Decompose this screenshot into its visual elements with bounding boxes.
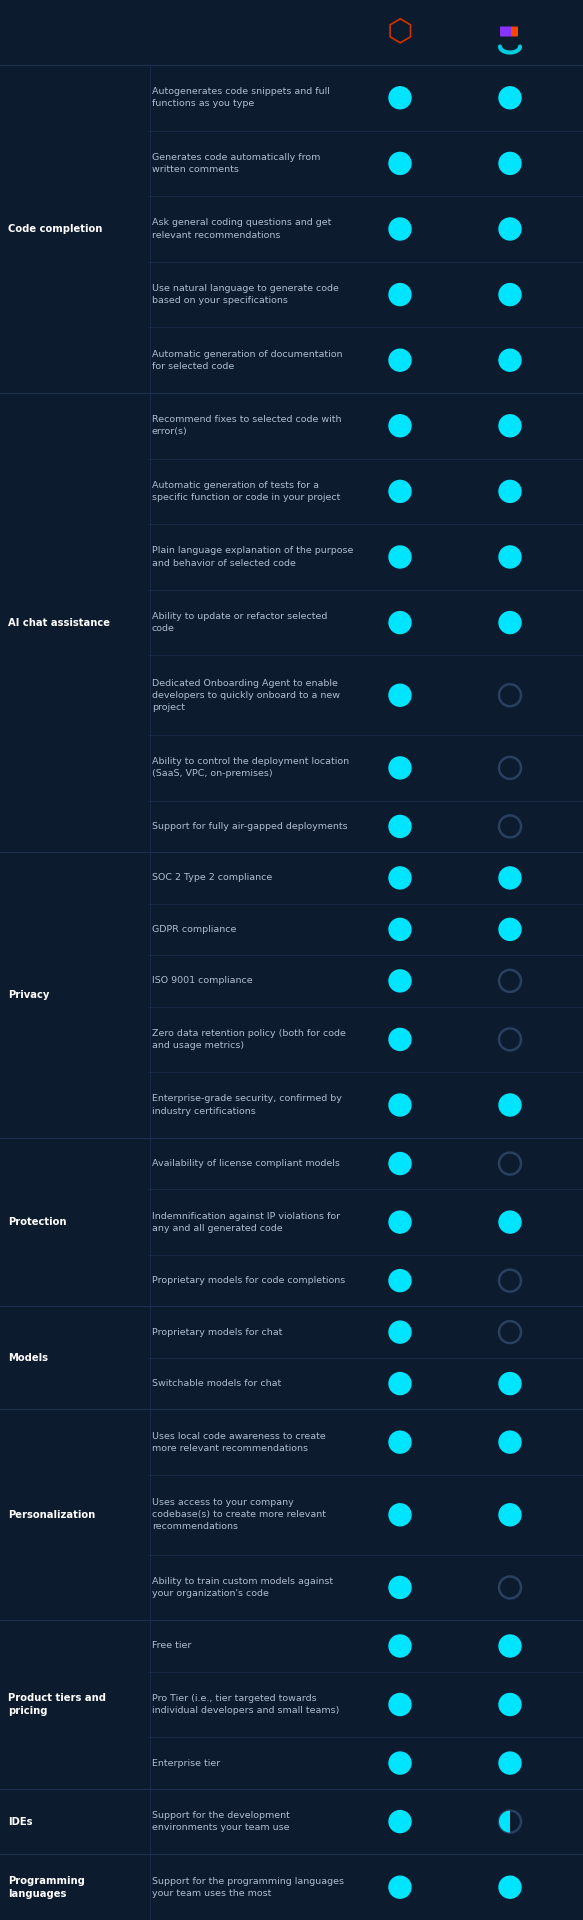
Text: Generates code automatically from
written comments: Generates code automatically from writte… — [152, 154, 321, 175]
Circle shape — [389, 415, 411, 436]
Circle shape — [499, 545, 521, 568]
Text: Free tier: Free tier — [152, 1642, 191, 1651]
Text: Uses local code awareness to create
more relevant recommendations: Uses local code awareness to create more… — [152, 1432, 326, 1453]
Circle shape — [499, 1094, 521, 1116]
Text: Product tiers and
pricing: Product tiers and pricing — [8, 1693, 106, 1716]
Circle shape — [499, 415, 521, 436]
Text: Personalization: Personalization — [8, 1509, 95, 1521]
Circle shape — [389, 1029, 411, 1050]
Text: ISO 9001 compliance: ISO 9001 compliance — [152, 977, 252, 985]
Text: Support for fully air-gapped deployments: Support for fully air-gapped deployments — [152, 822, 347, 831]
Circle shape — [499, 349, 521, 371]
Text: Uses access to your company
codebase(s) to create more relevant
recommendations: Uses access to your company codebase(s) … — [152, 1498, 326, 1532]
Wedge shape — [499, 1811, 510, 1832]
Circle shape — [389, 1576, 411, 1599]
Text: Availability of license compliant models: Availability of license compliant models — [152, 1160, 340, 1167]
Circle shape — [389, 152, 411, 175]
Text: Switchable models for chat: Switchable models for chat — [152, 1379, 281, 1388]
Text: Support for the programming languages
your team uses the most: Support for the programming languages yo… — [152, 1876, 344, 1897]
Circle shape — [499, 612, 521, 634]
Text: Support for the development
environments your team use: Support for the development environments… — [152, 1811, 290, 1832]
Circle shape — [499, 86, 521, 109]
Text: Indemnification against IP violations for
any and all generated code: Indemnification against IP violations fo… — [152, 1212, 340, 1233]
Text: Ability to train custom models against
your organization's code: Ability to train custom models against y… — [152, 1576, 333, 1597]
Text: Ability to update or refactor selected
code: Ability to update or refactor selected c… — [152, 612, 328, 634]
FancyBboxPatch shape — [511, 27, 518, 36]
Circle shape — [499, 1373, 521, 1394]
Text: Ask general coding questions and get
relevant recommendations: Ask general coding questions and get rel… — [152, 219, 331, 240]
Circle shape — [389, 1094, 411, 1116]
Circle shape — [499, 1212, 521, 1233]
Text: Privacy: Privacy — [8, 991, 50, 1000]
Text: Autogenerates code snippets and full
functions as you type: Autogenerates code snippets and full fun… — [152, 86, 330, 108]
Text: Code completion: Code completion — [8, 225, 103, 234]
Circle shape — [499, 1693, 521, 1716]
Circle shape — [389, 1876, 411, 1899]
Circle shape — [389, 1753, 411, 1774]
Text: Pro Tier (i.e., tier targeted towards
individual developers and small teams): Pro Tier (i.e., tier targeted towards in… — [152, 1693, 339, 1715]
Circle shape — [389, 1430, 411, 1453]
Circle shape — [499, 1430, 521, 1453]
Circle shape — [389, 816, 411, 837]
Text: Proprietary models for code completions: Proprietary models for code completions — [152, 1277, 345, 1284]
Circle shape — [389, 1373, 411, 1394]
Text: Dedicated Onboarding Agent to enable
developers to quickly onboard to a new
proj: Dedicated Onboarding Agent to enable dev… — [152, 678, 340, 712]
Circle shape — [499, 152, 521, 175]
Circle shape — [499, 918, 521, 941]
Text: Proprietary models for chat: Proprietary models for chat — [152, 1327, 282, 1336]
Circle shape — [499, 1636, 521, 1657]
Text: Zero data retention policy (both for code
and usage metrics): Zero data retention policy (both for cod… — [152, 1029, 346, 1050]
Circle shape — [389, 219, 411, 240]
Text: Recommend fixes to selected code with
error(s): Recommend fixes to selected code with er… — [152, 415, 342, 436]
Circle shape — [389, 1321, 411, 1344]
Circle shape — [389, 684, 411, 707]
Circle shape — [389, 1212, 411, 1233]
Circle shape — [389, 86, 411, 109]
Circle shape — [499, 219, 521, 240]
Circle shape — [499, 1753, 521, 1774]
Circle shape — [389, 918, 411, 941]
Circle shape — [499, 1876, 521, 1899]
Circle shape — [499, 1503, 521, 1526]
Text: Enterprise tier: Enterprise tier — [152, 1759, 220, 1768]
Circle shape — [389, 1811, 411, 1832]
Circle shape — [389, 756, 411, 780]
Circle shape — [499, 284, 521, 305]
Text: Models: Models — [8, 1354, 48, 1363]
Circle shape — [389, 612, 411, 634]
Text: Automatic generation of tests for a
specific function or code in your project: Automatic generation of tests for a spec… — [152, 480, 340, 501]
Circle shape — [389, 1503, 411, 1526]
Circle shape — [389, 480, 411, 503]
Circle shape — [389, 1269, 411, 1292]
Text: Ability to control the deployment location
(SaaS, VPC, on-premises): Ability to control the deployment locati… — [152, 756, 349, 778]
Circle shape — [389, 970, 411, 993]
Circle shape — [499, 868, 521, 889]
Text: GDPR compliance: GDPR compliance — [152, 925, 236, 933]
Text: AI chat assistance: AI chat assistance — [8, 618, 110, 628]
Circle shape — [389, 1152, 411, 1175]
Text: Protection: Protection — [8, 1217, 66, 1227]
Circle shape — [389, 868, 411, 889]
Text: Use natural language to generate code
based on your specifications: Use natural language to generate code ba… — [152, 284, 339, 305]
Text: ⬡: ⬡ — [387, 17, 413, 46]
Text: Enterprise-grade security, confirmed by
industry certifications: Enterprise-grade security, confirmed by … — [152, 1094, 342, 1116]
Circle shape — [389, 349, 411, 371]
Text: Plain language explanation of the purpose
and behavior of selected code: Plain language explanation of the purpos… — [152, 547, 353, 568]
FancyBboxPatch shape — [500, 27, 512, 36]
Circle shape — [389, 1693, 411, 1716]
Text: Automatic generation of documentation
for selected code: Automatic generation of documentation fo… — [152, 349, 342, 371]
Circle shape — [389, 1636, 411, 1657]
Text: Programming
languages: Programming languages — [8, 1876, 85, 1899]
Circle shape — [389, 284, 411, 305]
Text: IDEs: IDEs — [8, 1816, 33, 1826]
Text: SOC 2 Type 2 compliance: SOC 2 Type 2 compliance — [152, 874, 272, 883]
Circle shape — [389, 545, 411, 568]
Circle shape — [499, 480, 521, 503]
